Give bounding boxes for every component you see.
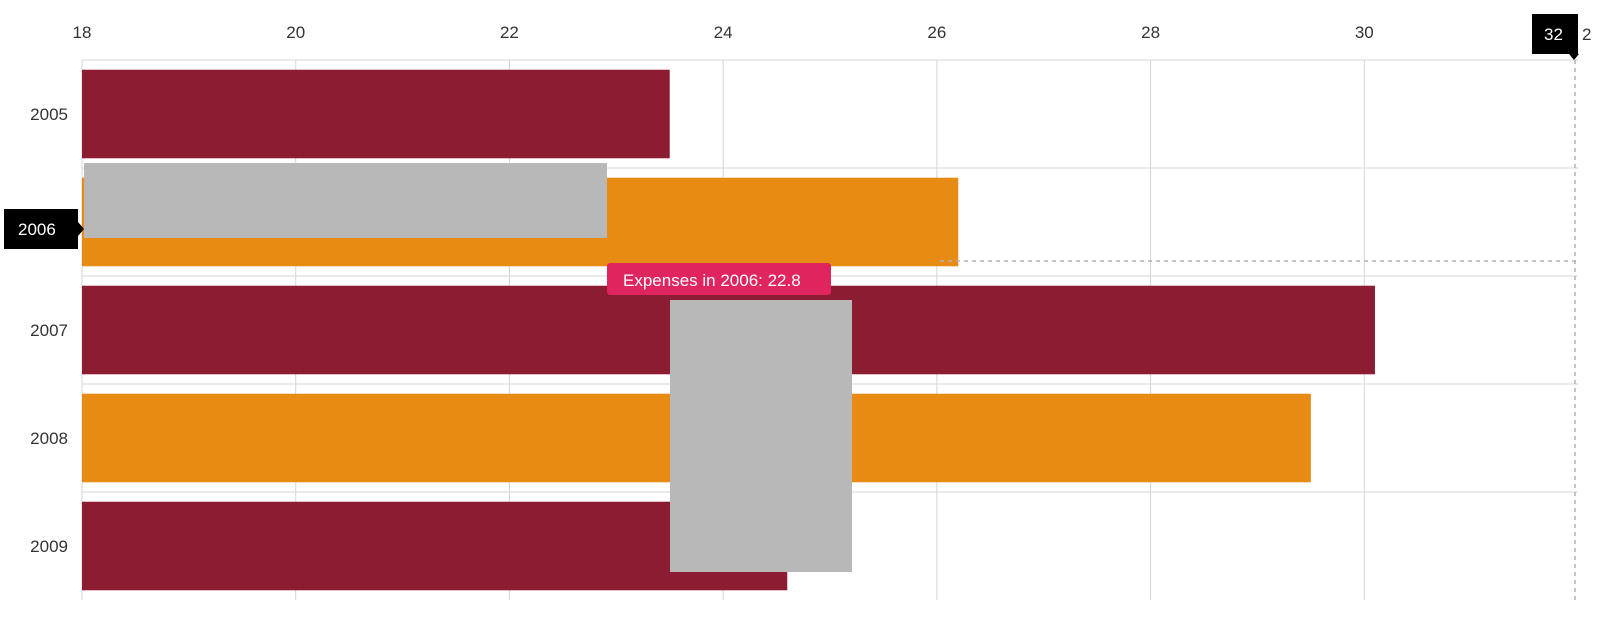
occluder-block-top [84,163,607,238]
y-tick-label: 2005 [30,105,68,124]
tooltip: Expenses in 2006: 22.8 [607,263,831,295]
bar-2005[interactable] [82,69,670,159]
crosshair-value-label: 32 [1544,25,1563,44]
crosshair-category-marker: 2006 [4,209,84,249]
x-tick-label: 24 [714,23,733,42]
occluder-block-middle [670,300,852,572]
tooltip-text: Expenses in 2006: 22.8 [623,271,801,290]
crosshair-value-marker: 32 2 [1532,14,1591,60]
crosshair-category-label: 2006 [18,220,56,239]
crosshair-category-label-bg [4,209,78,249]
x-tick-label: 28 [1141,23,1160,42]
crosshair-value-label-tail: 2 [1582,25,1591,44]
crosshair-value-label-pointer [1569,54,1579,60]
y-tick-label: 2009 [30,537,68,556]
x-axis-ticks: 18 20 22 24 26 28 30 [73,23,1374,42]
crosshair-category-label-pointer [78,222,84,236]
crosshair-value-label-bg [1532,14,1578,54]
tooltip-background [607,263,831,295]
x-tick-label: 20 [286,23,305,42]
x-tick-label: 30 [1355,23,1374,42]
y-tick-label: 2007 [30,321,68,340]
y-axis-ticks: 2005 2007 2008 2009 [30,105,68,556]
bar-2009[interactable] [82,501,788,591]
x-tick-label: 18 [73,23,92,42]
x-tick-label: 26 [927,23,946,42]
x-tick-label: 22 [500,23,519,42]
y-tick-label: 2008 [30,429,68,448]
